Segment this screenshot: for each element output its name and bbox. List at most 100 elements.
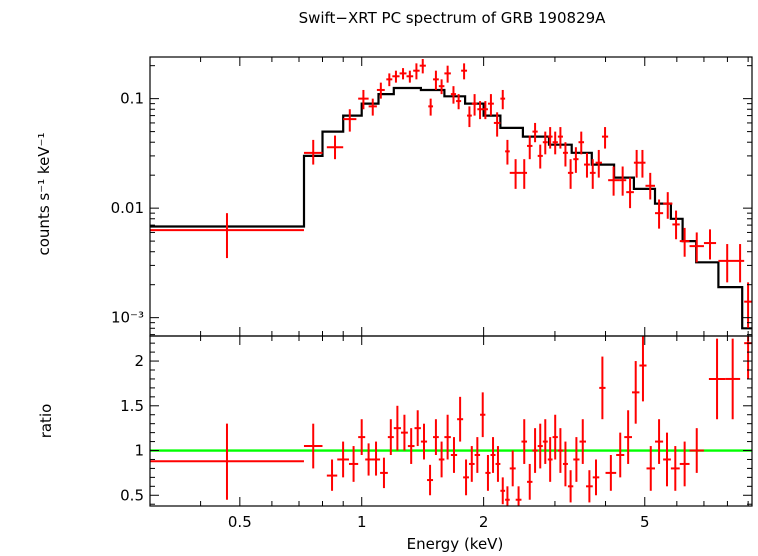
- data-point: [380, 457, 388, 489]
- data-point: [557, 127, 563, 149]
- data-point: [592, 459, 600, 496]
- data-point: [542, 419, 548, 464]
- data-point: [368, 98, 377, 116]
- data-point: [552, 131, 558, 155]
- data-point: [601, 127, 609, 149]
- data-point: [358, 419, 366, 455]
- data-point: [413, 63, 420, 80]
- x-tick-label: 5: [640, 513, 650, 531]
- data-point: [567, 470, 574, 503]
- data-point: [461, 63, 468, 80]
- data-point: [463, 459, 469, 496]
- y-tick-label: 0.5: [120, 486, 144, 504]
- data-point: [482, 101, 488, 120]
- data-point: [679, 441, 690, 487]
- data-point: [578, 131, 585, 155]
- data-point: [420, 423, 428, 460]
- data-point: [689, 428, 704, 473]
- data-point: [509, 450, 516, 487]
- data-point: [493, 112, 501, 137]
- data-point: [467, 106, 472, 128]
- spectrum-panel: 0.1 0.01 10⁻³: [111, 56, 753, 337]
- data-point: [150, 423, 304, 500]
- ratio-data-points: [150, 336, 752, 506]
- data-point: [663, 432, 671, 487]
- data-point: [547, 437, 553, 482]
- y-tick-label: 0.01: [111, 199, 144, 217]
- data-point: [626, 177, 634, 209]
- data-point: [736, 244, 745, 283]
- data-point: [532, 122, 538, 143]
- data-point: [527, 463, 533, 500]
- y-tick-label: 10⁻³: [111, 309, 144, 327]
- data-point: [438, 441, 445, 478]
- data-point: [326, 459, 338, 491]
- data-point: [619, 166, 627, 196]
- data-point: [505, 139, 510, 165]
- data-point: [515, 486, 522, 506]
- x-axis-label: Energy (keV): [406, 535, 504, 553]
- data-point: [608, 166, 620, 196]
- data-point: [595, 149, 602, 178]
- data-point: [537, 144, 543, 169]
- y-axis-label-spectrum: counts s⁻¹ keV⁻¹: [35, 132, 53, 256]
- data-point: [562, 441, 568, 487]
- data-point: [450, 437, 458, 473]
- data-point: [387, 419, 394, 455]
- data-point: [392, 70, 400, 83]
- data-point: [376, 82, 385, 99]
- data-point: [365, 443, 372, 476]
- data-point: [655, 419, 664, 464]
- data-point: [480, 392, 486, 438]
- data-point: [500, 89, 506, 110]
- data-point: [444, 65, 451, 83]
- data-point: [725, 338, 741, 420]
- data-point: [537, 423, 543, 469]
- data-point: [532, 428, 538, 473]
- data-point: [521, 419, 528, 464]
- data-point: [485, 455, 491, 491]
- data-point: [616, 432, 625, 478]
- y-tick-label: 1.5: [120, 397, 144, 415]
- data-point: [444, 414, 451, 460]
- panel-frame: [149, 335, 753, 507]
- data-point: [584, 152, 590, 178]
- data-point: [427, 464, 434, 496]
- data-point: [557, 428, 563, 473]
- data-point: [456, 94, 462, 110]
- data-point: [400, 414, 408, 451]
- model-curve: [150, 86, 752, 330]
- data-point: [605, 455, 617, 491]
- data-point: [679, 227, 690, 257]
- data-point: [386, 73, 393, 87]
- data-point: [670, 446, 680, 491]
- data-point: [567, 159, 574, 189]
- spectrum-data-points: [150, 59, 752, 329]
- data-point: [487, 94, 494, 116]
- data-point: [527, 135, 533, 160]
- data-point: [433, 419, 439, 455]
- chart-title: Swift−XRT PC spectrum of GRB 190829A: [298, 9, 606, 27]
- x-ticks: [149, 57, 749, 336]
- data-point: [474, 437, 481, 473]
- ratio-panel: 0.5 1 1.5 2 0.5 1 2 5: [120, 335, 753, 531]
- data-point: [633, 149, 640, 178]
- data-point: [703, 229, 717, 260]
- data-point: [718, 244, 737, 283]
- data-point: [646, 446, 656, 491]
- data-point: [428, 98, 434, 116]
- data-point: [599, 356, 606, 420]
- data-point: [393, 405, 401, 451]
- data-point: [509, 159, 522, 189]
- x-tick-label: 2: [479, 513, 489, 531]
- data-point: [672, 210, 680, 240]
- panel-frame: [149, 56, 753, 337]
- data-point: [542, 131, 548, 155]
- data-point: [490, 437, 496, 473]
- data-point: [521, 159, 528, 189]
- y-tick-label: 1: [134, 442, 144, 460]
- x-tick-label: 1: [357, 513, 367, 531]
- y-ticks: [150, 65, 752, 336]
- data-point: [471, 94, 478, 116]
- data-point: [468, 446, 475, 482]
